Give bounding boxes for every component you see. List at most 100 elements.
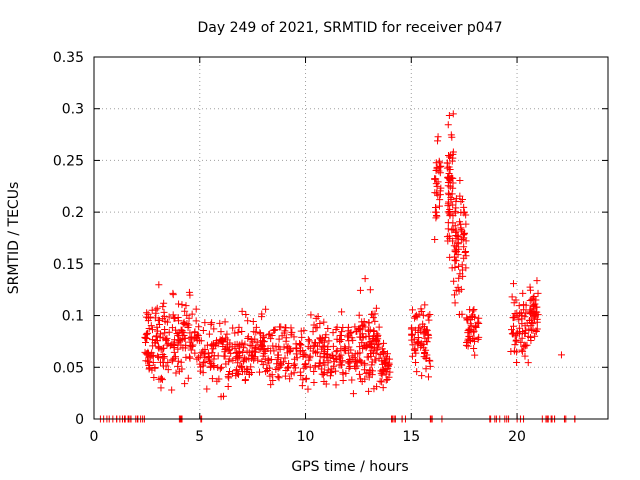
data-point [510, 314, 518, 322]
data-point [425, 316, 433, 324]
data-point [298, 333, 306, 341]
data-point [221, 318, 229, 326]
data-point [356, 333, 364, 341]
data-point [310, 368, 318, 376]
data-point [464, 342, 472, 350]
data-point [152, 332, 160, 340]
data-point [353, 358, 361, 366]
data-point [274, 373, 282, 381]
data-point [152, 309, 160, 317]
data-point [312, 314, 320, 322]
data-point [363, 342, 371, 350]
data-point [238, 307, 246, 315]
data-point [444, 182, 452, 190]
data-point [229, 324, 237, 332]
data-point [182, 302, 190, 310]
data-point [322, 380, 330, 388]
data-point [250, 356, 258, 364]
data-point [221, 352, 229, 360]
data-point [339, 370, 347, 378]
data-point [188, 342, 196, 350]
data-point [233, 366, 241, 374]
data-point [290, 361, 298, 369]
data-point [281, 327, 289, 335]
data-point [444, 189, 452, 197]
data-point [465, 332, 473, 340]
data-point [380, 350, 388, 358]
data-point [222, 360, 230, 368]
data-point [451, 222, 459, 230]
data-point [452, 197, 460, 205]
data-point [199, 327, 207, 335]
data-point [370, 385, 378, 393]
data-point [259, 361, 267, 369]
data-point [329, 329, 337, 337]
data-point [302, 375, 310, 383]
data-point [319, 371, 327, 379]
data-point [250, 328, 258, 336]
data-point [524, 359, 532, 367]
data-point [153, 304, 161, 312]
data-point [281, 354, 289, 362]
data-point [326, 372, 334, 380]
data-point [174, 345, 182, 353]
data-point [314, 312, 322, 320]
data-point [311, 339, 319, 347]
y-tick-label: 0.05 [53, 360, 84, 376]
data-point [239, 357, 247, 365]
data-point [196, 352, 204, 360]
data-point [197, 337, 205, 345]
data-point [362, 333, 370, 341]
data-point [370, 332, 378, 340]
data-point [435, 202, 443, 210]
data-point [349, 336, 357, 344]
data-point [424, 330, 432, 338]
data-point [310, 321, 318, 329]
data-point [159, 362, 167, 370]
data-point [444, 225, 452, 233]
data-point [369, 314, 377, 322]
data-point [445, 112, 453, 120]
data-point [318, 370, 326, 378]
data-point [528, 295, 536, 303]
data-point [349, 390, 357, 398]
data-point [455, 274, 463, 282]
data-point [324, 324, 332, 332]
data-point [284, 364, 292, 372]
data-point [238, 328, 246, 336]
data-point [231, 329, 239, 337]
data-point [458, 196, 466, 204]
data-point [165, 313, 173, 321]
data-point [510, 299, 518, 307]
x-tick-label: 10 [297, 429, 315, 445]
data-point [335, 336, 343, 344]
data-point [461, 248, 469, 256]
data-point [223, 336, 231, 344]
data-point [529, 320, 537, 328]
data-point [456, 176, 464, 184]
data-point [515, 316, 523, 324]
data-point [262, 368, 270, 376]
data-point [449, 201, 457, 209]
data-point [437, 163, 445, 171]
data-point [212, 339, 220, 347]
data-point [178, 301, 186, 309]
data-point [165, 328, 173, 336]
data-point [309, 328, 317, 336]
data-point [297, 341, 305, 349]
data-point [184, 374, 192, 382]
data-point [379, 368, 387, 376]
data-point [463, 314, 471, 322]
data-point [356, 349, 364, 357]
data-point [266, 372, 274, 380]
data-point [421, 348, 429, 356]
data-point [432, 212, 440, 220]
data-point [261, 347, 269, 355]
data-point [180, 334, 188, 342]
data-point [508, 293, 516, 301]
data-point [175, 300, 183, 308]
data-point [333, 347, 341, 355]
data-point [375, 323, 383, 331]
data-point [521, 341, 529, 349]
data-point [475, 333, 483, 341]
